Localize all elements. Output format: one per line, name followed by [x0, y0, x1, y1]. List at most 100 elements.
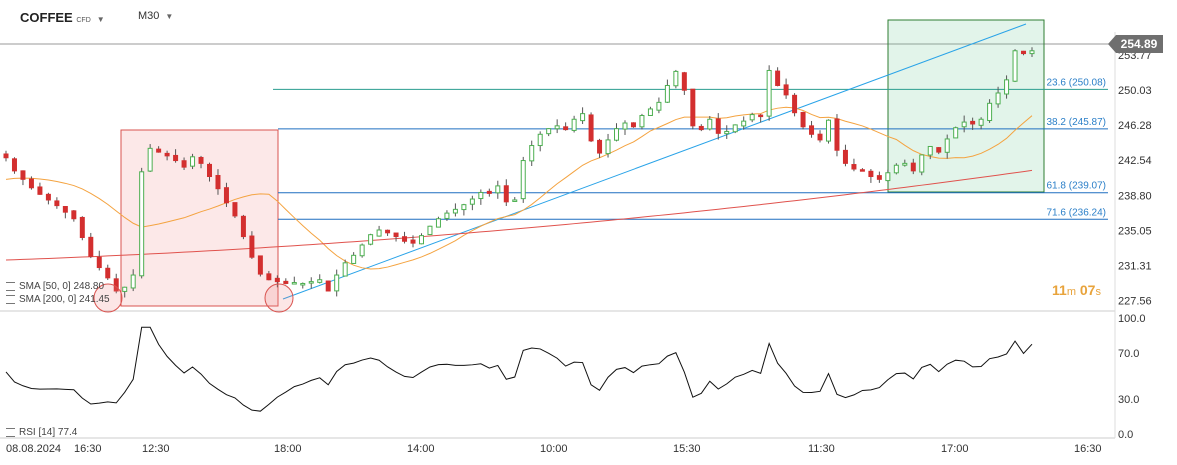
- candle: [1012, 50, 1018, 82]
- candle: [359, 244, 365, 257]
- candle: [495, 185, 501, 194]
- rsi-line[interactable]: [5, 326, 1033, 412]
- candle: [825, 119, 831, 142]
- candle: [859, 169, 865, 172]
- candle: [274, 277, 280, 283]
- candle: [444, 212, 450, 219]
- candle: [478, 191, 484, 200]
- price-tick-label: 246.28: [1118, 120, 1152, 132]
- candle: [368, 234, 374, 245]
- trend-line[interactable]: [282, 23, 1027, 300]
- candle: [190, 156, 196, 167]
- swing-low-marker: [93, 283, 123, 313]
- time-tick-label: 16:30: [74, 443, 102, 455]
- candle: [588, 114, 594, 142]
- candle: [741, 120, 747, 127]
- candle: [622, 122, 628, 130]
- candle: [529, 145, 535, 162]
- candle: [334, 274, 340, 292]
- time-tick-label: 18:00: [274, 443, 302, 455]
- price-tick-label: 250.03: [1118, 85, 1152, 97]
- current-price-badge: [1108, 35, 1163, 53]
- time-tick-label: 15:30: [673, 443, 701, 455]
- chevron-down-icon[interactable]: ▼: [165, 12, 174, 21]
- candle: [427, 225, 433, 236]
- candle: [469, 198, 475, 205]
- candle: [834, 118, 840, 151]
- candle: [28, 178, 34, 189]
- indicator-icon: [6, 281, 15, 291]
- time-tick-label: 10:00: [540, 443, 568, 455]
- candle: [978, 118, 984, 126]
- candle: [317, 279, 323, 283]
- fib-level-label: 38.2 (245.87): [1047, 117, 1107, 128]
- candle: [800, 112, 806, 128]
- sma-200-line[interactable]: [5, 169, 1033, 261]
- candle: [563, 126, 569, 131]
- candle: [707, 118, 713, 130]
- candle: [88, 236, 94, 257]
- candle: [113, 278, 119, 292]
- candle: [325, 280, 331, 292]
- candle: [970, 120, 976, 125]
- candle: [198, 156, 204, 164]
- symbol-selector[interactable]: COFFEE CFD ▼: [20, 10, 105, 25]
- candle: [868, 170, 874, 178]
- timeframe-selector[interactable]: M30 ▼: [138, 10, 174, 22]
- rsi-tick-label: 0.0: [1118, 429, 1133, 441]
- candle: [223, 187, 229, 204]
- candle: [961, 121, 967, 128]
- candle: [893, 164, 899, 174]
- candle: [62, 206, 68, 213]
- candle: [164, 152, 170, 157]
- candle: [96, 256, 102, 269]
- candle: [732, 124, 738, 133]
- time-tick-label: 11:30: [808, 443, 835, 455]
- fib-level-label: 61.8 (239.07): [1047, 181, 1107, 192]
- time-tick-label: 16:30: [1074, 443, 1102, 455]
- price-tick-label: 238.80: [1118, 190, 1152, 202]
- candle: [919, 154, 925, 173]
- candle: [775, 70, 781, 86]
- candle: [783, 84, 789, 96]
- candle-countdown: 11m 07s: [1052, 282, 1101, 298]
- legend-rsi[interactable]: RSI [14] 77.4: [6, 427, 77, 438]
- candle: [944, 138, 950, 153]
- candle: [630, 122, 636, 128]
- time-tick-label: 14:00: [407, 443, 435, 455]
- candle: [291, 282, 297, 285]
- candle: [554, 125, 560, 130]
- candle: [376, 229, 382, 237]
- candle: [300, 282, 306, 286]
- candle: [792, 94, 798, 114]
- candle: [580, 113, 586, 122]
- candle: [130, 274, 136, 289]
- rsi-tick-label: 70.0: [1118, 348, 1139, 360]
- candle: [147, 147, 153, 172]
- legend-sma200[interactable]: SMA [200, 0] 241.45: [6, 294, 110, 305]
- candle: [690, 88, 696, 127]
- candle: [283, 280, 289, 284]
- candle: [851, 164, 857, 170]
- candle: [597, 139, 603, 154]
- candle: [876, 175, 882, 180]
- candle: [936, 147, 942, 153]
- candle: [45, 193, 51, 201]
- bearish-zone-box[interactable]: [120, 129, 279, 307]
- candle: [571, 118, 577, 131]
- sma-50-line[interactable]: [5, 106, 1033, 270]
- current-price-label: 254.89: [1121, 37, 1158, 51]
- candle: [308, 281, 314, 284]
- price-tick-label: 235.05: [1118, 225, 1152, 237]
- candle: [647, 108, 653, 116]
- legend-sma50[interactable]: SMA [50, 0] 248.80: [6, 281, 104, 292]
- candle: [817, 133, 823, 141]
- time-tick-label: 12:30: [142, 443, 170, 455]
- chevron-down-icon[interactable]: ▼: [96, 15, 105, 24]
- candle: [520, 160, 526, 200]
- candle: [207, 163, 213, 178]
- candle: [673, 70, 679, 87]
- chart-toolbar: COFFEE CFD ▼ M30 ▼: [0, 0, 1177, 32]
- candle: [402, 236, 408, 242]
